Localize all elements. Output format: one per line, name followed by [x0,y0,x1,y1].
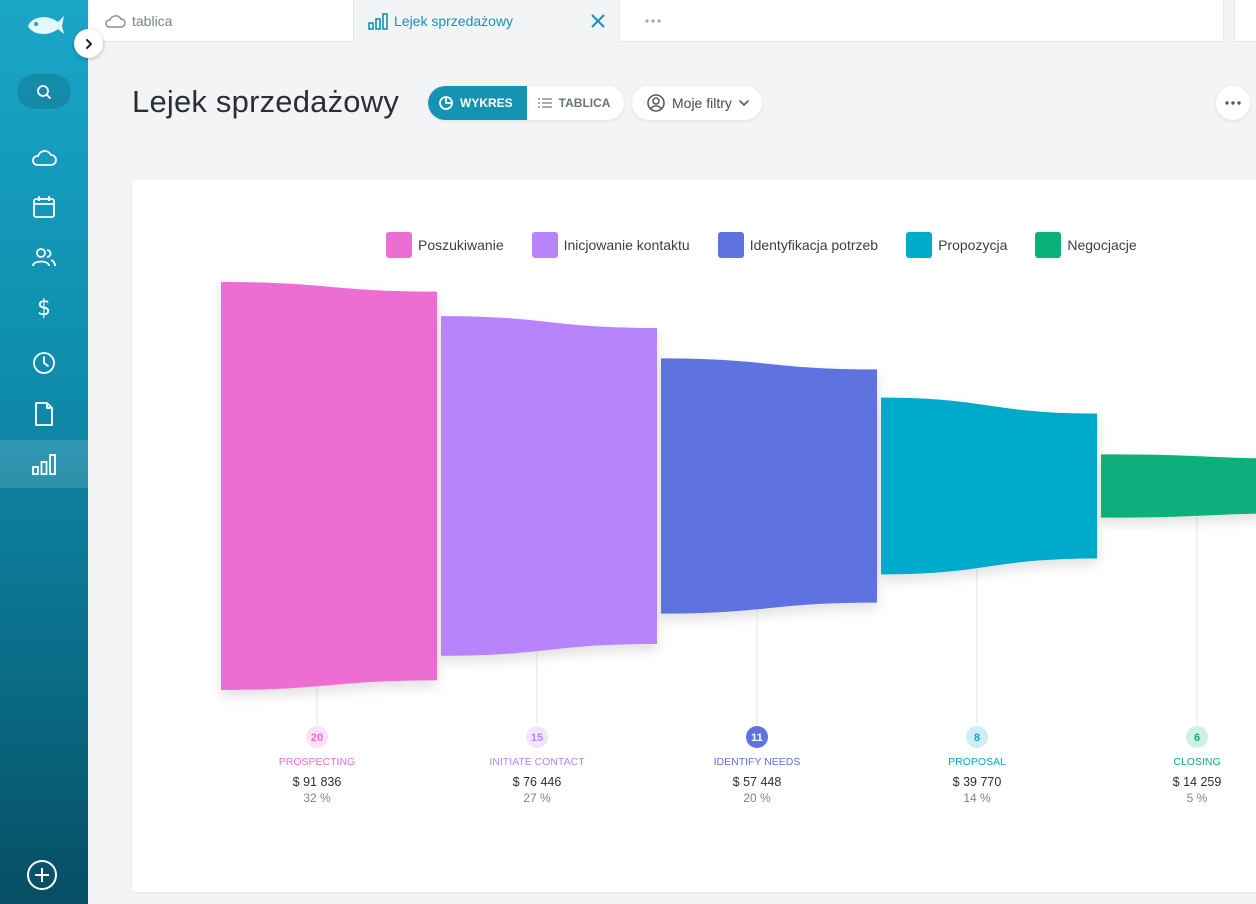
legend-swatch [906,232,933,258]
stage-count-badge [1186,726,1208,748]
tab-extra[interactable] [1234,0,1256,42]
clock-icon [33,352,55,374]
sidebar-search-button[interactable] [17,74,71,109]
stage-name: PROSPECTING [279,756,355,768]
stage-count: 8 [974,732,980,744]
user-circle-icon [647,94,665,112]
stage-value: $ 14 259 [1173,775,1222,789]
users-icon [32,248,56,267]
stage-percent: 14 % [963,791,991,805]
svg-text:$: $ [37,296,51,320]
legend-swatch [386,232,412,258]
stage-value: $ 91 836 [293,775,342,789]
tab-more[interactable] [620,0,1224,42]
stage-percent: 5 % [1187,791,1208,805]
list-icon [537,98,552,108]
pie-chart-icon [439,96,453,110]
chevron-down-icon [739,100,749,107]
stage-count-badge [306,726,328,748]
view-toggle: WYKRES TABLICA [428,86,625,120]
filters-label: Moje filtry [672,95,732,111]
stage-percent: 32 % [303,791,331,805]
document-icon [35,402,53,426]
tab-lejek-sprzedazowy[interactable]: Lejek sprzedażowy [354,0,620,42]
tab-label: tablica [132,12,173,29]
bar-chart-icon [32,454,56,475]
legend-swatch [1035,232,1062,258]
tab-bar: tablica Lejek sprzedażowy [88,0,1256,42]
fish-logo-icon[interactable] [22,12,66,38]
page-title: Lejek sprzedażowy [132,84,400,119]
legend-item[interactable]: Negocjacje [1035,232,1137,258]
stage-count-badge [746,726,768,748]
funnel-segment-identify-needs[interactable] [661,358,877,614]
stage-name: INITIATE CONTACT [489,756,585,768]
chevron-right-icon [85,38,92,49]
funnel-segment-proposal[interactable] [881,397,1097,575]
legend-label: Inicjowanie kontaktu [563,237,690,253]
close-icon[interactable] [589,12,607,30]
sidebar-item-time[interactable] [0,339,88,387]
legend-label: Identyfikacja potrzeb [749,237,879,253]
stage-value: $ 57 448 [733,775,782,789]
view-table-button[interactable]: TABLICA [527,86,625,120]
view-table-label: TABLICA [558,96,611,110]
sidebar-item-reports[interactable] [0,440,88,488]
legend-label: Poszukiwanie [418,237,504,253]
tab-label: Lejek sprzedażowy [394,13,514,29]
legend-item[interactable]: Inicjowanie kontaktu [531,232,690,258]
stage-count: 11 [751,732,763,744]
funnel-segment-closing[interactable] [1101,454,1256,518]
tab-tablica[interactable]: tablica [88,0,354,42]
stage-name: PROPOSAL [948,756,1006,768]
sidebar-item-contacts[interactable] [0,233,88,281]
dollar-icon: $ [37,296,51,320]
ellipsis-icon [1225,101,1241,105]
legend-item[interactable]: Propozycja [906,232,1007,258]
stage-value: $ 76 446 [513,775,562,789]
legend-label: Negocjacje [1067,237,1137,253]
legend-item[interactable]: Identyfikacja potrzeb [717,232,879,258]
cloud-icon [32,150,57,166]
more-options-button[interactable] [1216,86,1250,120]
stage-count: 20 [311,732,323,744]
search-icon [37,84,51,99]
legend-swatch [717,232,744,258]
filters-dropdown[interactable]: Moje filtry [632,86,762,120]
stage-count-badge [966,726,988,748]
view-chart-label: WYKRES [460,96,513,110]
calendar-icon [33,196,55,218]
stage-percent: 20 % [743,791,771,805]
stage-percent: 27 % [523,791,551,805]
stage-count: 15 [531,732,543,744]
cloud-icon [105,14,126,28]
add-circle-icon[interactable] [25,858,59,892]
funnel-segment-prospecting[interactable] [221,282,437,690]
legend-item[interactable]: Poszukiwanie [386,232,504,258]
sidebar-item-documents[interactable] [0,390,88,438]
view-chart-button[interactable]: WYKRES [428,86,527,120]
chart-card: Poszukiwanie Inicjowanie kontaktu Identy… [132,180,1256,892]
sidebar: $ [0,0,88,904]
sidebar-item-deals[interactable]: $ [0,283,88,331]
funnel-chart: 20 PROSPECTING $ 91 836 32 % 15 INITIATE CONT… [221,282,1256,805]
legend-label: Propozycja [938,237,1008,253]
legend-swatch [531,232,558,258]
bar-chart-icon [368,13,388,30]
stage-name: IDENTIFY NEEDS [714,756,801,768]
stage-count-badge [526,726,548,748]
stage-count: 6 [1194,732,1200,744]
stage-value: $ 39 770 [953,775,1002,789]
chart-legend: Poszukiwanie Inicjowanie kontaktu Identy… [386,232,1165,258]
sidebar-expand-button[interactable] [74,29,103,58]
ellipsis-icon [645,18,661,23]
funnel-segment-initiate-contact[interactable] [441,316,657,656]
stage-name: CLOSING [1173,756,1220,768]
sidebar-item-cloud[interactable] [0,134,88,182]
sidebar-item-calendar[interactable] [0,183,88,231]
